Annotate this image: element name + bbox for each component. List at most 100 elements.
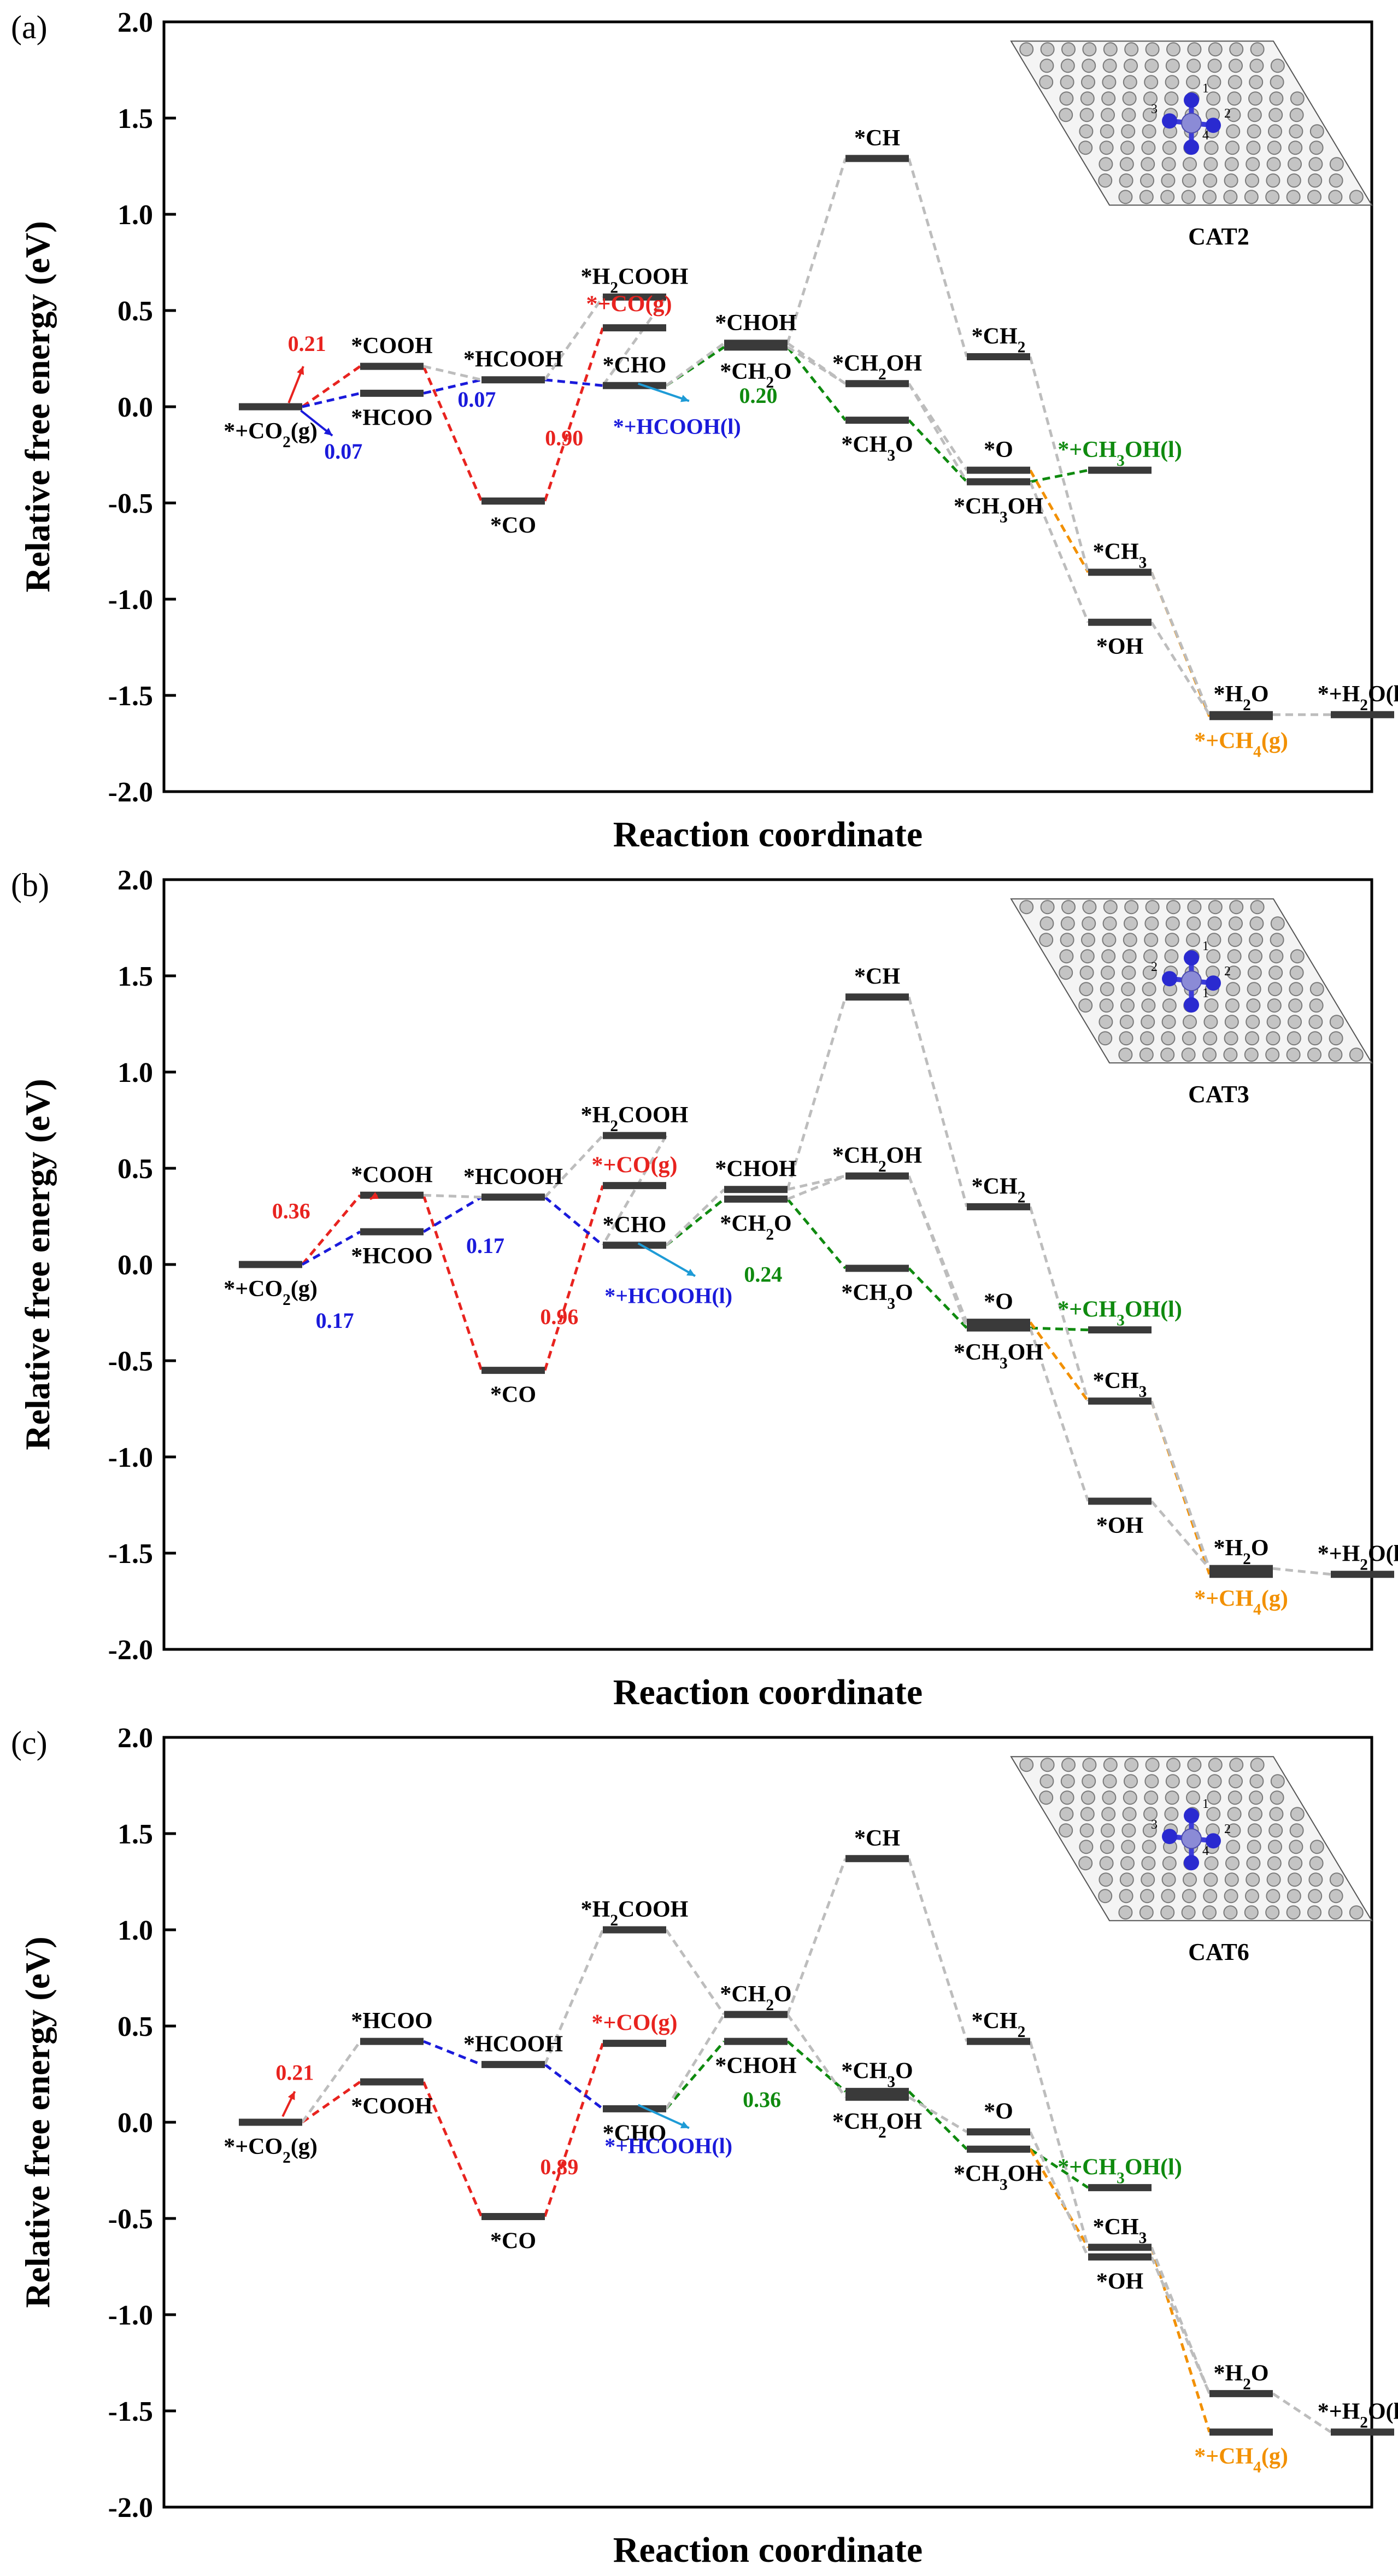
carbon-atom — [1202, 1047, 1217, 1062]
carbon-atom — [1203, 1872, 1218, 1887]
carbon-atom — [1161, 1872, 1176, 1887]
level-label: *+CO(g) — [592, 2011, 678, 2036]
green-path-segment — [908, 1267, 968, 1329]
carbon-atom — [1099, 157, 1113, 172]
orange-path-segment — [1029, 2148, 1090, 2249]
carbon-atom — [1141, 140, 1156, 155]
annotation-arrowhead — [324, 428, 333, 436]
barrier-value: 0.96 — [540, 1304, 578, 1329]
carbon-atom — [1060, 1774, 1075, 1789]
carbon-atom — [1142, 1840, 1156, 1854]
annotation-arrow — [637, 1242, 696, 1277]
carbon-atom — [1245, 173, 1259, 188]
carbon-atom — [1204, 140, 1219, 155]
carbon-atom — [1202, 190, 1217, 204]
carbon-atom — [1119, 1031, 1133, 1046]
carbon-atom — [1144, 75, 1159, 90]
green-path-segment — [908, 2090, 968, 2151]
nitrogen-atom — [1184, 1808, 1199, 1824]
carbon-atom — [1246, 998, 1261, 1013]
level-label: *CH2 — [972, 324, 1026, 356]
carbon-atom — [1247, 124, 1261, 139]
carbon-atom — [1162, 998, 1177, 1013]
carbon-atom — [1102, 1790, 1117, 1805]
carbon-atom — [1287, 1889, 1301, 1904]
carbon-atom — [1288, 1856, 1303, 1871]
carbon-atom — [1289, 124, 1303, 139]
carbon-atom — [1142, 1823, 1157, 1838]
carbon-atom — [1119, 1889, 1133, 1904]
carbon-atom — [1144, 1774, 1159, 1789]
carbon-atom — [1225, 998, 1240, 1013]
carbon-atom — [1187, 42, 1202, 57]
y-axis-label: Relative free energy (eV) — [18, 1936, 57, 2308]
gray-path-segment — [543, 296, 604, 381]
carbon-atom — [1039, 75, 1054, 90]
carbon-atom — [1207, 75, 1221, 90]
carbon-atom — [1079, 108, 1094, 122]
carbon-atom — [1082, 42, 1097, 57]
carbon-atom — [1186, 916, 1201, 931]
carbon-atom — [1061, 1758, 1076, 1772]
carbon-atom — [1122, 1807, 1137, 1822]
carbon-atom — [1247, 1840, 1261, 1854]
carbon-atom — [1082, 1774, 1096, 1789]
carbon-atom — [1329, 1015, 1344, 1029]
carbon-atom — [1144, 933, 1159, 947]
carbon-atom — [1040, 42, 1055, 57]
barrier-value: 0.36 — [272, 1199, 310, 1223]
carbon-atom — [1124, 42, 1139, 57]
level-label: *CH2O — [720, 1982, 791, 2014]
level-label: *CH2 — [972, 1174, 1026, 1206]
carbon-atom — [1103, 900, 1118, 915]
carbon-atom — [1224, 1872, 1239, 1887]
barrier-value: 0.90 — [545, 425, 583, 450]
carbon-atom — [1203, 173, 1218, 188]
carbon-atom — [1206, 1807, 1221, 1822]
inset-catalyst-label: CAT2 — [1188, 223, 1249, 250]
level-label: *+CH4(g) — [1194, 729, 1288, 761]
carbon-atom — [1143, 91, 1158, 106]
carbon-atom — [1226, 124, 1241, 139]
carbon-atom — [1181, 1905, 1196, 1920]
level-label: *+H2O(l) — [1318, 682, 1398, 714]
carbon-atom — [1122, 949, 1137, 964]
carbon-atom — [1269, 1807, 1284, 1822]
green-path-segment — [1030, 1326, 1089, 1332]
carbon-atom — [1226, 1840, 1241, 1854]
carbon-atom — [1081, 933, 1095, 947]
y-tick-label: 1.0 — [118, 1915, 153, 1946]
carbon-atom — [1123, 933, 1137, 947]
carbon-atom — [1039, 933, 1054, 947]
carbon-atom — [1039, 58, 1054, 73]
level-label: *CH3 — [1093, 1368, 1147, 1401]
catalyst-inset: 1 2 3 4 — [1010, 40, 1373, 206]
y-tick-label: -1.5 — [108, 681, 153, 712]
annotation-arrowhead — [686, 1268, 695, 1277]
red-path-segment — [543, 327, 604, 502]
red-path-segment — [422, 1195, 483, 1371]
carbon-atom — [1059, 1823, 1073, 1838]
carbon-atom — [1266, 173, 1280, 188]
red-path-segment — [301, 1194, 361, 1266]
gray-path-segment — [786, 1858, 847, 2015]
carbon-atom — [1349, 1047, 1364, 1062]
carbon-atom — [1061, 900, 1076, 915]
carbon-atom — [1287, 173, 1301, 188]
carbon-atom — [1098, 1031, 1113, 1046]
carbon-atom — [1124, 1774, 1138, 1789]
green-path-segment — [665, 2040, 725, 2110]
level-label: *HCOO — [351, 1244, 432, 1269]
carbon-atom — [1119, 1872, 1134, 1887]
carbon-atom — [1287, 1031, 1301, 1046]
carbon-atom — [1186, 75, 1200, 90]
carbon-atom — [1203, 157, 1218, 172]
gray-path-segment — [665, 1188, 725, 1246]
carbon-atom — [1309, 140, 1324, 155]
level-label: *H2O — [1213, 2361, 1268, 2393]
level-label: *+CH3OH(l) — [1058, 2155, 1182, 2187]
carbon-atom — [1204, 1856, 1219, 1871]
carbon-atom — [1250, 42, 1265, 57]
carbon-atom — [1161, 1015, 1176, 1029]
carbon-atom — [1082, 1758, 1097, 1772]
